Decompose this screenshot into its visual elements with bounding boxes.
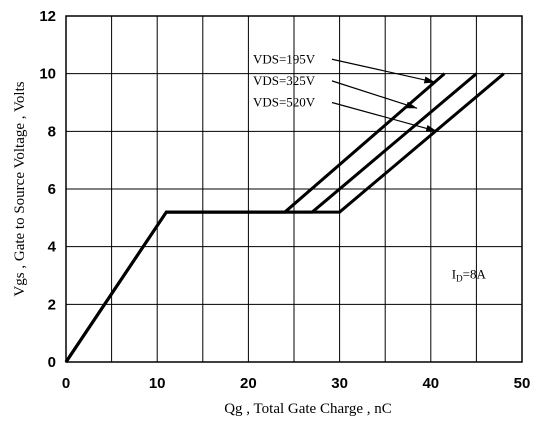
x-tick-label: 10 (149, 375, 166, 392)
y-tick-label: 4 (48, 239, 57, 256)
y-tick-label: 6 (48, 181, 56, 198)
y-tick-label: 10 (39, 66, 56, 83)
annotation-arrow-line (331, 58, 436, 83)
y-axis-label: Vgs , Gate to Source Voltage , Volts (12, 81, 28, 296)
series-line (64, 72, 478, 363)
x-tick-label: 20 (240, 375, 257, 392)
grid (66, 16, 522, 362)
x-axis-label: Qg , Total Gate Charge , nC (224, 401, 392, 417)
series-line (64, 72, 505, 363)
plot-frame (65, 15, 523, 363)
y-tick-labels: 0 2 4 6 8 10 12 (39, 8, 56, 371)
x-tick-label: 50 (514, 375, 531, 392)
y-tick-label: 0 (48, 354, 56, 371)
y-tick-label: 2 (48, 296, 56, 313)
x-tick-labels: 0 10 20 30 40 50 (62, 375, 531, 392)
series-annotation-label: VDS=325V (253, 73, 316, 88)
annotation-arrow-line (331, 80, 418, 109)
condition-subscript: D (456, 273, 463, 283)
annotation-arrow-line (331, 101, 438, 132)
annotations: VDS=195V VDS=325V VDS=520V (253, 51, 316, 109)
x-tick-label: 30 (331, 375, 348, 392)
annotation-arrows (331, 58, 438, 132)
annotation-arrowhead (423, 76, 436, 84)
series-lines (64, 72, 505, 363)
y-tick-label: 8 (48, 123, 56, 140)
series-line (64, 72, 446, 363)
x-tick-label: 40 (422, 375, 439, 392)
series-annotation-label: VDS=520V (253, 95, 316, 110)
annotation-arrowhead (425, 125, 438, 132)
condition-main: I (452, 266, 456, 281)
series-annotation-label: VDS=195V (253, 51, 316, 66)
test-condition-label: ID=8A (452, 266, 487, 283)
annotation-arrowhead (405, 101, 418, 109)
x-tick-label: 0 (62, 375, 70, 392)
y-tick-label: 12 (39, 8, 56, 25)
condition-value: =8A (463, 266, 487, 281)
